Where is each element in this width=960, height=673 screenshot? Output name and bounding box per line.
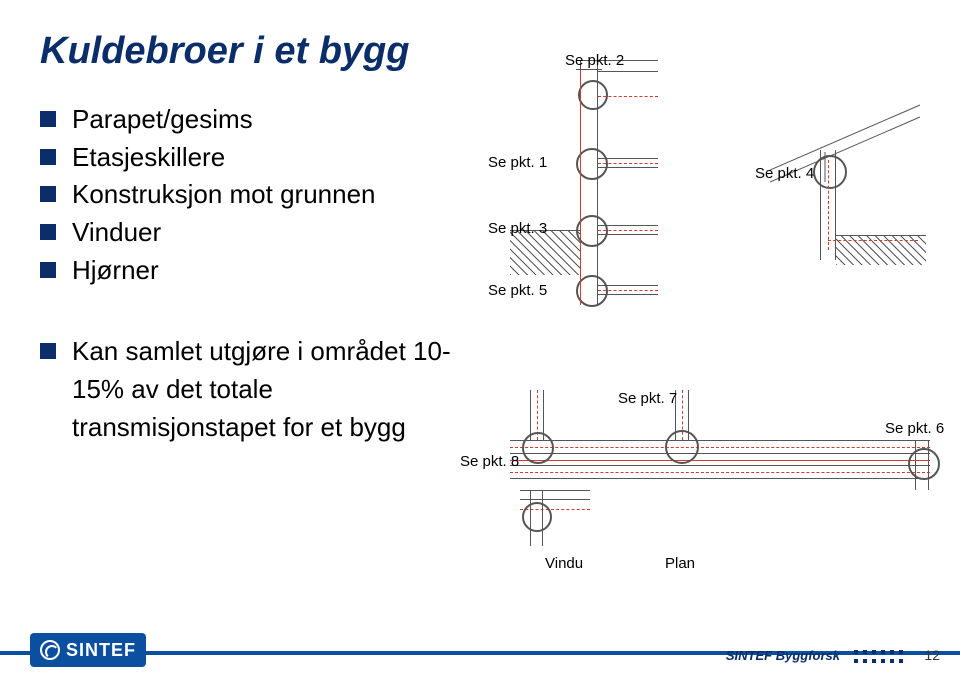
thermal-wall-outer	[580, 70, 581, 305]
slide: Kuldebroer i et bygg Parapet/gesims Etas…	[0, 0, 960, 673]
dot-ornament	[854, 650, 905, 665]
label-pkt-6: Se pkt. 6	[885, 420, 944, 437]
thermal-line	[828, 160, 829, 250]
label-vindu: Vindu	[545, 555, 583, 572]
footer: SINTEF SINTEF Byggforsk 12	[0, 627, 960, 673]
thermal-line	[598, 290, 658, 291]
diagram-area: Se pkt. 2 Se pkt. 1 Se pkt. 3 Se pkt. 5 …	[470, 60, 950, 600]
page-number: 12	[924, 647, 940, 663]
label-pkt-2: Se pkt. 2	[565, 52, 624, 69]
list-item: Parapet/gesims	[40, 101, 460, 139]
bullet-list-a: Parapet/gesims Etasjeskillere Konstruksj…	[40, 101, 460, 289]
thermal-line	[598, 163, 658, 164]
thermal-line	[598, 96, 658, 97]
label-pkt-1: Se pkt. 1	[488, 154, 547, 171]
label-pkt-8: Se pkt. 8	[460, 453, 519, 470]
detail-circle-6	[908, 448, 940, 480]
list-item: Kan samlet utgjøre i området 10-15% av d…	[40, 333, 460, 446]
brand-name: SINTEF	[66, 640, 136, 661]
thermal-line	[510, 447, 930, 448]
thermal-line-solid	[510, 460, 930, 461]
footer-company: SINTEF Byggforsk	[726, 648, 840, 663]
label-pkt-4: Se pkt. 4	[755, 165, 814, 182]
left-column: Parapet/gesims Etasjeskillere Konstruksj…	[40, 101, 460, 491]
label-pkt-3: Se pkt. 3	[488, 220, 547, 237]
thermal-line	[828, 240, 918, 241]
swirl-icon	[40, 640, 60, 660]
list-item: Vinduer	[40, 214, 460, 252]
detail-circle-2	[578, 80, 608, 110]
label-pkt-5: Se pkt. 5	[488, 282, 547, 299]
thermal-line	[510, 472, 930, 473]
list-item: Etasjeskillere	[40, 139, 460, 177]
label-plan: Plan	[665, 555, 695, 572]
bullet-list-b: Kan samlet utgjøre i området 10-15% av d…	[40, 333, 460, 446]
list-item: Konstruksjon mot grunnen	[40, 176, 460, 214]
thermal-line	[598, 230, 658, 231]
list-item: Hjørner	[40, 252, 460, 290]
detail-circle-8	[522, 432, 554, 464]
detail-circle-4	[813, 155, 847, 189]
brand-logo: SINTEF	[30, 633, 146, 667]
detail-circle-window	[522, 502, 552, 532]
label-pkt-7: Se pkt. 7	[618, 390, 677, 407]
detail-circle-7	[665, 430, 699, 464]
